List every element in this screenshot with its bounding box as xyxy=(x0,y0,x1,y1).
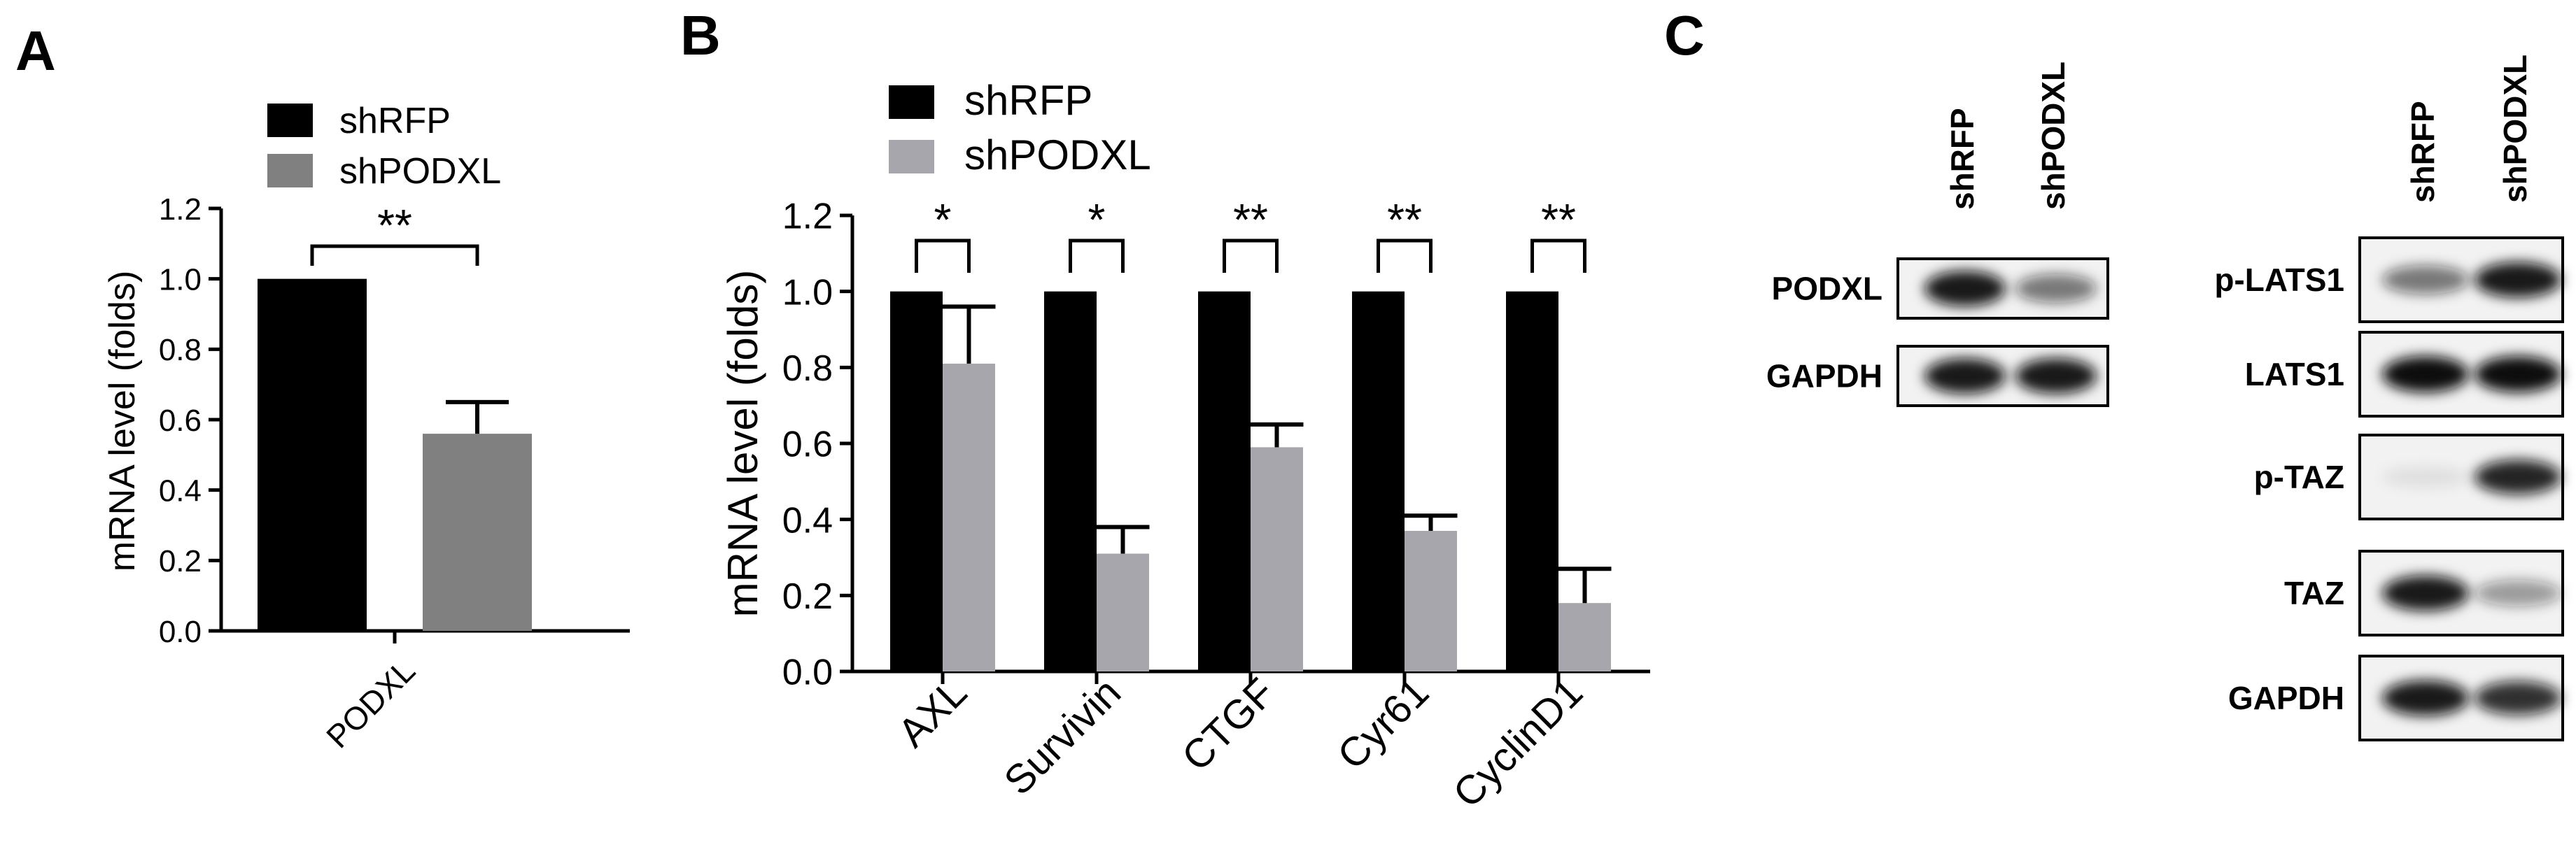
blot-label-gapdh: GAPDH xyxy=(1766,358,1882,394)
blot-label-p-lats1: p-LATS1 xyxy=(2214,262,2344,298)
y-tick-label: 0.2 xyxy=(782,576,833,617)
band xyxy=(2382,265,2469,294)
panel-label-b: B xyxy=(680,4,721,66)
y-tick-label: 1.2 xyxy=(782,197,833,237)
significance-marker: ** xyxy=(377,200,412,250)
x-tick-label-podxl: PODXL xyxy=(319,652,422,755)
significance-marker: * xyxy=(934,194,952,245)
significance-marker: ** xyxy=(1541,194,1576,245)
chart-a: shRFP shPODXL mRNA level (folds) 0.0 0.2 0… xyxy=(102,101,630,755)
y-tick-label: 0.8 xyxy=(159,333,202,367)
panel-label-a: A xyxy=(15,20,56,82)
significance-bracket xyxy=(1377,239,1433,273)
lane-label-shpodxl: shPODXL xyxy=(2497,55,2533,203)
significance-marker: * xyxy=(1088,194,1106,245)
band xyxy=(2475,356,2561,392)
lane-label-shrfp: shRFP xyxy=(1944,108,1980,210)
y-axis-label-a: mRNA level (folds) xyxy=(102,271,143,572)
significance-bracket xyxy=(915,239,971,273)
x-tick-label-cyclind1: CyclinD1 xyxy=(1444,669,1591,816)
y-tick-label: 0.4 xyxy=(782,500,833,541)
band xyxy=(2382,356,2469,392)
y-tick-label: 1.0 xyxy=(782,272,833,313)
band xyxy=(1924,271,2006,306)
lane-label-shpodxl: shPODXL xyxy=(2035,62,2071,210)
legend-swatch-shrfp xyxy=(267,104,313,137)
significance-marker: ** xyxy=(1233,194,1268,245)
western-blots: shRFP shPODXL PODXL GAPDH shRFP shPODXL p-LAT… xyxy=(1766,55,2564,741)
y-tick-label: 0.6 xyxy=(782,425,833,465)
chart-b: shRFP shPODXL mRNA level (folds) 0.0 0.2 0… xyxy=(719,77,1650,816)
bar-shpodxl-axl xyxy=(943,363,995,671)
legend-label-shrfp-b: shRFP xyxy=(964,77,1092,124)
band xyxy=(2475,681,2561,716)
y-tick-label: 0.8 xyxy=(782,348,833,389)
bar-shrfp-survivin xyxy=(1044,291,1097,672)
y-axis-label-b: mRNA level (folds) xyxy=(719,270,766,618)
band xyxy=(2382,467,2469,488)
blot-label-gapdh: GAPDH xyxy=(2228,680,2344,716)
bar-shpodxl-ctgf xyxy=(1251,447,1303,671)
significance-bracket xyxy=(310,244,479,266)
bar-shpodxl-podxl xyxy=(423,434,532,631)
lane-label-shrfp: shRFP xyxy=(2405,101,2441,203)
significance-marker: ** xyxy=(1387,194,1422,245)
blot-label-taz: TAZ xyxy=(2284,575,2344,611)
bar-shrfp-cyr61 xyxy=(1352,291,1405,672)
y-tick-label: 0.4 xyxy=(159,474,202,508)
band xyxy=(2382,680,2469,716)
bar-shpodxl-cyclind1 xyxy=(1558,603,1611,671)
blot-label-podxl: PODXL xyxy=(1772,271,1882,307)
x-tick-label-survivin: Survivin xyxy=(995,669,1129,804)
significance-bracket xyxy=(1069,239,1125,273)
significance-bracket xyxy=(1530,239,1586,273)
bar-shpodxl-cyr61 xyxy=(1405,530,1457,671)
bar-shrfp-cyclind1 xyxy=(1506,291,1558,672)
band xyxy=(2475,262,2561,298)
x-tick-label-cyr61: Cyr61 xyxy=(1329,669,1437,778)
significance-bracket xyxy=(1223,239,1279,273)
blot-label-lats1: LATS1 xyxy=(2245,356,2344,392)
legend-swatch-shpodxl-b xyxy=(889,140,934,173)
legend-swatch-shpodxl xyxy=(267,154,313,187)
bar-shpodxl-survivin xyxy=(1097,553,1149,671)
legend-label-shpodxl-b: shPODXL xyxy=(964,131,1151,178)
bar-shrfp-podxl xyxy=(258,278,367,631)
y-tick-label: 0.6 xyxy=(159,404,202,438)
legend-label-shpodxl: shPODXL xyxy=(339,151,501,192)
x-tick-label-ctgf: CTGF xyxy=(1174,669,1284,780)
blot-group-hippo: shRFP shPODXL p-LATS1 LATS1 p-TAZ TAZ GAPDH xyxy=(2214,55,2564,741)
legend-label-shrfp: shRFP xyxy=(339,101,451,141)
y-tick-label: 0.2 xyxy=(159,544,202,578)
blot-group-podxl: shRFP shPODXL PODXL GAPDH xyxy=(1766,62,2109,407)
y-tick-label: 0.0 xyxy=(782,653,833,693)
band xyxy=(2475,580,2561,606)
bar-shrfp-axl xyxy=(890,291,943,672)
band xyxy=(2382,575,2469,611)
bar-shrfp-ctgf xyxy=(1198,291,1251,672)
y-tick-label: 1.0 xyxy=(159,263,202,297)
x-tick-label-axl: AXL xyxy=(889,669,976,755)
y-tick-label: 0.0 xyxy=(159,615,202,649)
legend-swatch-shrfp-b xyxy=(889,85,934,119)
y-tick-label: 1.2 xyxy=(159,192,202,227)
band xyxy=(2015,358,2097,394)
band xyxy=(2475,460,2561,495)
band xyxy=(2015,273,2097,304)
blot-label-p-taz: p-TAZ xyxy=(2254,459,2344,495)
panel-label-c: C xyxy=(1664,4,1705,66)
band xyxy=(1924,358,2006,394)
